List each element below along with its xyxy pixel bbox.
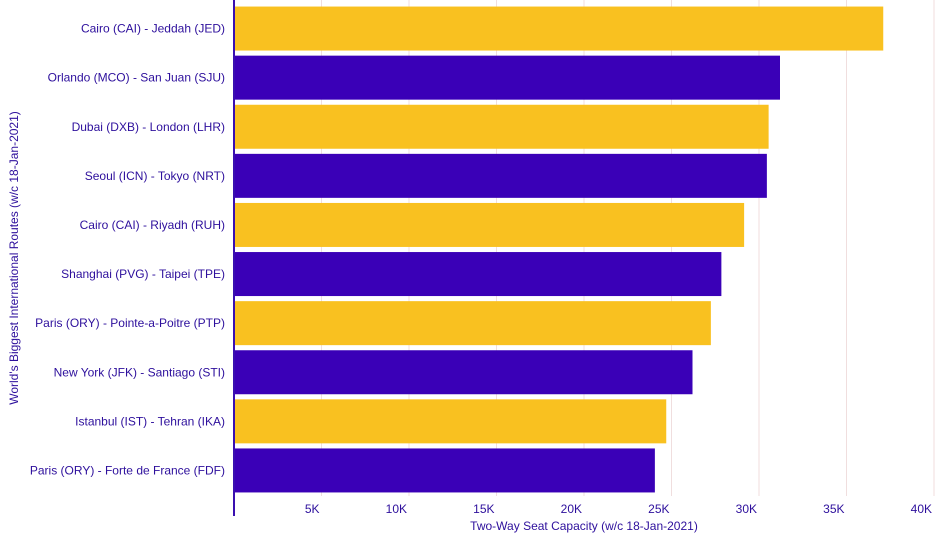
x-tick-label: 30K	[736, 502, 757, 516]
bar	[234, 252, 722, 297]
bar	[234, 104, 769, 149]
category-labels: Cairo (CAI) - Jeddah (JED) Orlando (MCO) …	[30, 22, 225, 478]
x-axis-title: Two-Way Seat Capacity (w/c 18-Jan-2021)	[470, 519, 698, 533]
category-label: Cairo (CAI) - Riyadh (RUH)	[80, 218, 225, 232]
category-label: Cairo (CAI) - Jeddah (JED)	[81, 22, 225, 36]
bar	[234, 448, 655, 493]
bar	[234, 350, 693, 395]
category-label: New York (JFK) - Santiago (STI)	[54, 365, 225, 379]
category-label: Istanbul (IST) - Tehran (IKA)	[75, 414, 225, 428]
bar	[234, 6, 884, 51]
x-tick-label: 15K	[473, 502, 494, 516]
x-tick-label: 40K	[911, 502, 932, 516]
bar	[234, 301, 711, 346]
category-label: Shanghai (PVG) - Taipei (TPE)	[61, 267, 225, 281]
x-tick-label: 20K	[561, 502, 582, 516]
x-tick-label: 10K	[386, 502, 407, 516]
bars	[234, 6, 884, 493]
bar	[234, 202, 745, 247]
x-tick-labels: 5K 10K 15K 20K 25K 30K 35K 40K	[305, 502, 932, 516]
category-label: Orlando (MCO) - San Juan (SJU)	[48, 71, 225, 85]
bar	[234, 55, 780, 100]
y-axis-title: World's Biggest International Routes (w/…	[7, 111, 21, 405]
x-tick-label: 35K	[823, 502, 844, 516]
x-tick-label: 25K	[648, 502, 669, 516]
x-tick-label: 5K	[305, 502, 320, 516]
category-label: Paris (ORY) - Forte de France (FDF)	[30, 463, 225, 477]
category-label: Paris (ORY) - Pointe-a-Poitre (PTP)	[35, 316, 225, 330]
category-label: Dubai (DXB) - London (LHR)	[72, 120, 225, 134]
bar	[234, 153, 767, 198]
category-label: Seoul (ICN) - Tokyo (NRT)	[85, 169, 225, 183]
bar	[234, 399, 667, 444]
